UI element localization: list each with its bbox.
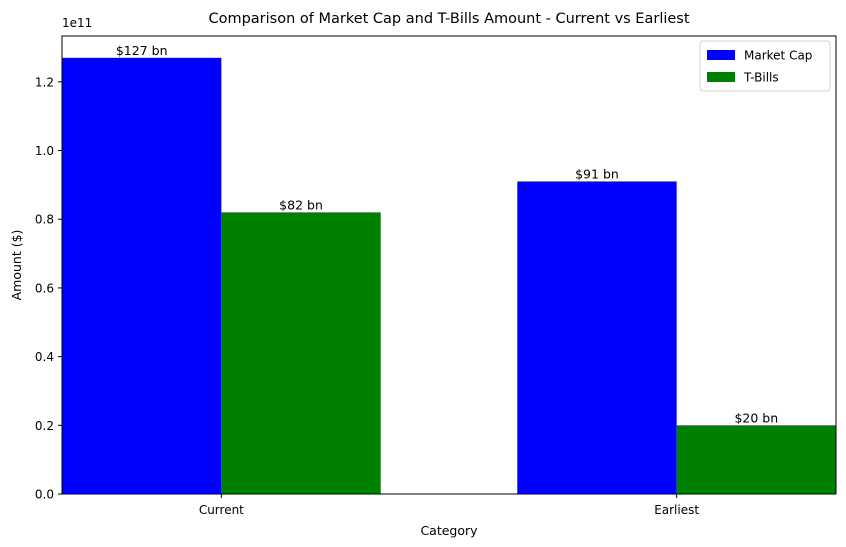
bar-market-cap-current	[62, 57, 222, 495]
y-tick-label: 0.4	[35, 350, 54, 364]
plot-frame	[61, 35, 837, 495]
chart-title: Comparison of Market Cap and T-Bills Amo…	[208, 11, 689, 27]
bar-t-bills-current	[221, 212, 381, 494]
legend-entry: T-Bills	[743, 71, 779, 85]
x-axis-label: Category	[420, 523, 478, 538]
bar-value-label: $20 bn	[734, 410, 778, 425]
legend-entry: Market Cap	[744, 49, 812, 63]
legend: Market Cap T-Bills	[699, 40, 831, 92]
bar-value-label: $91 bn	[575, 166, 619, 181]
bar-value-label: $82 bn	[279, 197, 323, 212]
bars-layer	[62, 57, 836, 495]
bar-value-label: $127 bn	[116, 43, 168, 58]
legend-swatch	[707, 72, 735, 82]
x-tick-label: Current	[199, 503, 244, 517]
y-tick-label: 0.8	[35, 213, 54, 227]
y-tick-label: 1.0	[35, 144, 54, 158]
y-tick-label: 0.2	[35, 419, 54, 433]
x-axis: Current Earliest	[199, 494, 699, 517]
y-tick-label: 0.0	[35, 488, 54, 502]
bar-market-cap-earliest	[517, 181, 677, 494]
bar-labels-layer: $127 bn $91 bn $82 bn $20 bn	[116, 43, 778, 425]
y-axis-label: Amount ($)	[9, 230, 24, 301]
bar-t-bills-earliest	[676, 425, 836, 494]
y-axis: 0.0 0.2 0.4 0.6 0.8 1.0 1.2	[35, 75, 62, 502]
y-offset-label: 1e11	[62, 16, 92, 30]
legend-swatch	[707, 50, 735, 60]
y-tick-label: 0.6	[35, 281, 54, 295]
y-tick-label: 1.2	[35, 75, 54, 89]
x-tick-label: Earliest	[654, 503, 699, 517]
